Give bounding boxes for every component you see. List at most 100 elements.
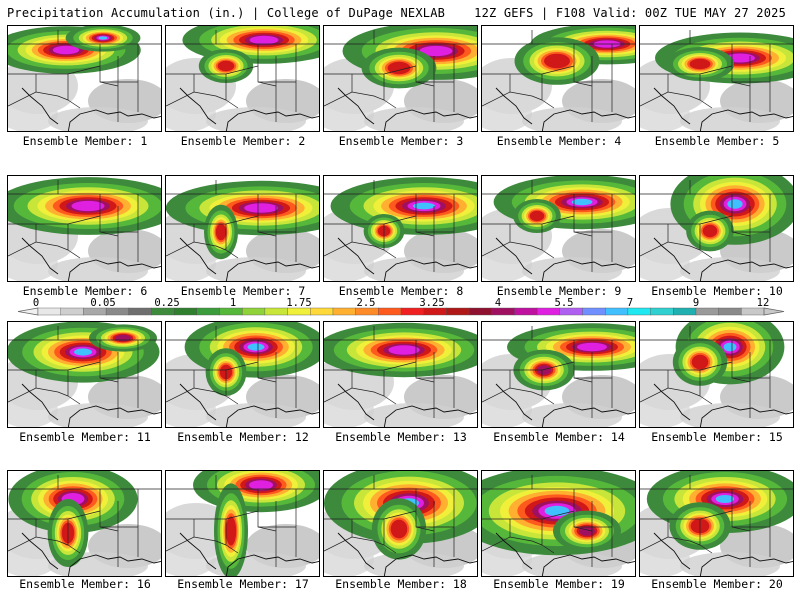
colorbar-swatch — [60, 307, 84, 316]
precip-contour — [544, 53, 570, 69]
gulf-coastline — [541, 554, 635, 576]
gulf-coastline — [699, 109, 793, 131]
colorbar-tick-label: 4 — [494, 297, 502, 309]
member-map-11 — [7, 321, 162, 428]
gulf-coastline — [225, 109, 319, 131]
colorbar-arrow-low — [17, 307, 39, 316]
colorbar-swatch — [536, 307, 561, 316]
precip-map — [640, 471, 793, 576]
precip-colorbar — [17, 307, 785, 316]
state-border — [225, 65, 259, 75]
colorbar-swatch — [173, 307, 198, 316]
precip-contour — [691, 354, 709, 370]
colorbar-arrow-high — [763, 307, 785, 316]
member-label-7: Ensemble Member: 7 — [180, 284, 306, 298]
member-label-1: Ensemble Member: 1 — [22, 134, 148, 148]
member-map-8 — [323, 175, 478, 282]
state-border — [225, 215, 259, 225]
colorbar-tick-label: 0 — [32, 297, 40, 309]
gulf-coastline — [699, 259, 793, 281]
precip-map — [482, 471, 635, 576]
member-map-19 — [481, 470, 636, 577]
precip-contour — [217, 60, 235, 72]
mexico-border — [179, 87, 217, 125]
colorbar-swatch — [582, 307, 606, 316]
precip-map — [324, 471, 477, 576]
member-label-10: Ensemble Member: 10 — [651, 284, 783, 298]
mexico-border — [495, 532, 533, 570]
gulf-coastline — [67, 259, 161, 281]
precip-contour — [247, 343, 265, 351]
mexico-border — [495, 383, 533, 421]
colorbar-swatch — [241, 307, 266, 316]
precip-contour — [727, 199, 743, 209]
state-border — [324, 91, 385, 107]
mexico-border — [653, 532, 691, 570]
gulf-coastline — [225, 259, 319, 281]
member-label-16: Ensemble Member: 16 — [19, 577, 151, 591]
member-map-7 — [165, 175, 320, 282]
light-precip-area — [8, 541, 58, 576]
member-map-5 — [639, 25, 794, 132]
light-precip-area — [482, 246, 532, 281]
member-label-11: Ensemble Member: 11 — [19, 430, 151, 444]
state-border — [324, 536, 385, 552]
colorbar-swatch — [741, 307, 765, 316]
precip-contour — [536, 365, 552, 375]
precip-contour — [387, 61, 411, 75]
colorbar-swatch — [446, 307, 470, 316]
precip-contour — [115, 334, 131, 342]
light-precip-area — [324, 246, 374, 281]
precip-contour — [579, 526, 595, 536]
mexico-border — [495, 237, 533, 275]
colorbar-swatch — [491, 307, 515, 316]
model-valid-time: 12Z GEFS | F108 Valid: 00Z TUE MAY 27 20… — [474, 6, 786, 20]
member-label-6: Ensemble Member: 6 — [22, 284, 148, 298]
colorbar-swatch — [128, 307, 152, 316]
colorbar-tick-label: 7 — [626, 297, 634, 309]
mexico-border — [21, 87, 59, 125]
state-border — [324, 387, 385, 403]
colorbar-tick-label: 9 — [692, 297, 700, 309]
member-map-13 — [323, 321, 478, 428]
member-label-4: Ensemble Member: 4 — [496, 134, 622, 148]
state-border — [166, 91, 227, 107]
precip-contour — [544, 505, 570, 517]
gulf-coastline — [225, 405, 319, 427]
member-map-16 — [7, 470, 162, 577]
colorbar-tick-label: 2.5 — [356, 297, 376, 309]
member-map-15 — [639, 321, 794, 428]
precip-contour — [702, 224, 718, 238]
state-border — [166, 536, 227, 552]
state-border — [482, 387, 543, 403]
state-border — [383, 65, 417, 75]
light-precip-area — [166, 541, 216, 576]
member-label-8: Ensemble Member: 8 — [338, 284, 464, 298]
member-label-9: Ensemble Member: 9 — [496, 284, 622, 298]
state-border — [482, 91, 543, 107]
light-precip-area — [482, 96, 532, 131]
precip-map — [324, 26, 477, 131]
member-map-2 — [165, 25, 320, 132]
member-map-6 — [7, 175, 162, 282]
member-map-17 — [165, 470, 320, 577]
light-precip-area — [640, 96, 690, 131]
gulf-coastline — [383, 554, 477, 576]
state-border — [699, 215, 733, 225]
precip-contour — [413, 202, 435, 210]
light-precip-area — [166, 96, 216, 131]
state-border — [225, 361, 259, 371]
light-precip-area — [640, 541, 690, 576]
colorbar-swatch — [468, 307, 493, 316]
mexico-border — [179, 237, 217, 275]
state-border — [640, 387, 701, 403]
precip-map — [640, 322, 793, 427]
precip-map — [482, 26, 635, 131]
gulf-coastline — [67, 405, 161, 427]
colorbar-swatch — [310, 307, 334, 316]
state-border — [383, 361, 417, 371]
member-label-2: Ensemble Member: 2 — [180, 134, 306, 148]
state-border — [699, 65, 733, 75]
member-map-18 — [323, 470, 478, 577]
precip-map — [324, 322, 477, 427]
